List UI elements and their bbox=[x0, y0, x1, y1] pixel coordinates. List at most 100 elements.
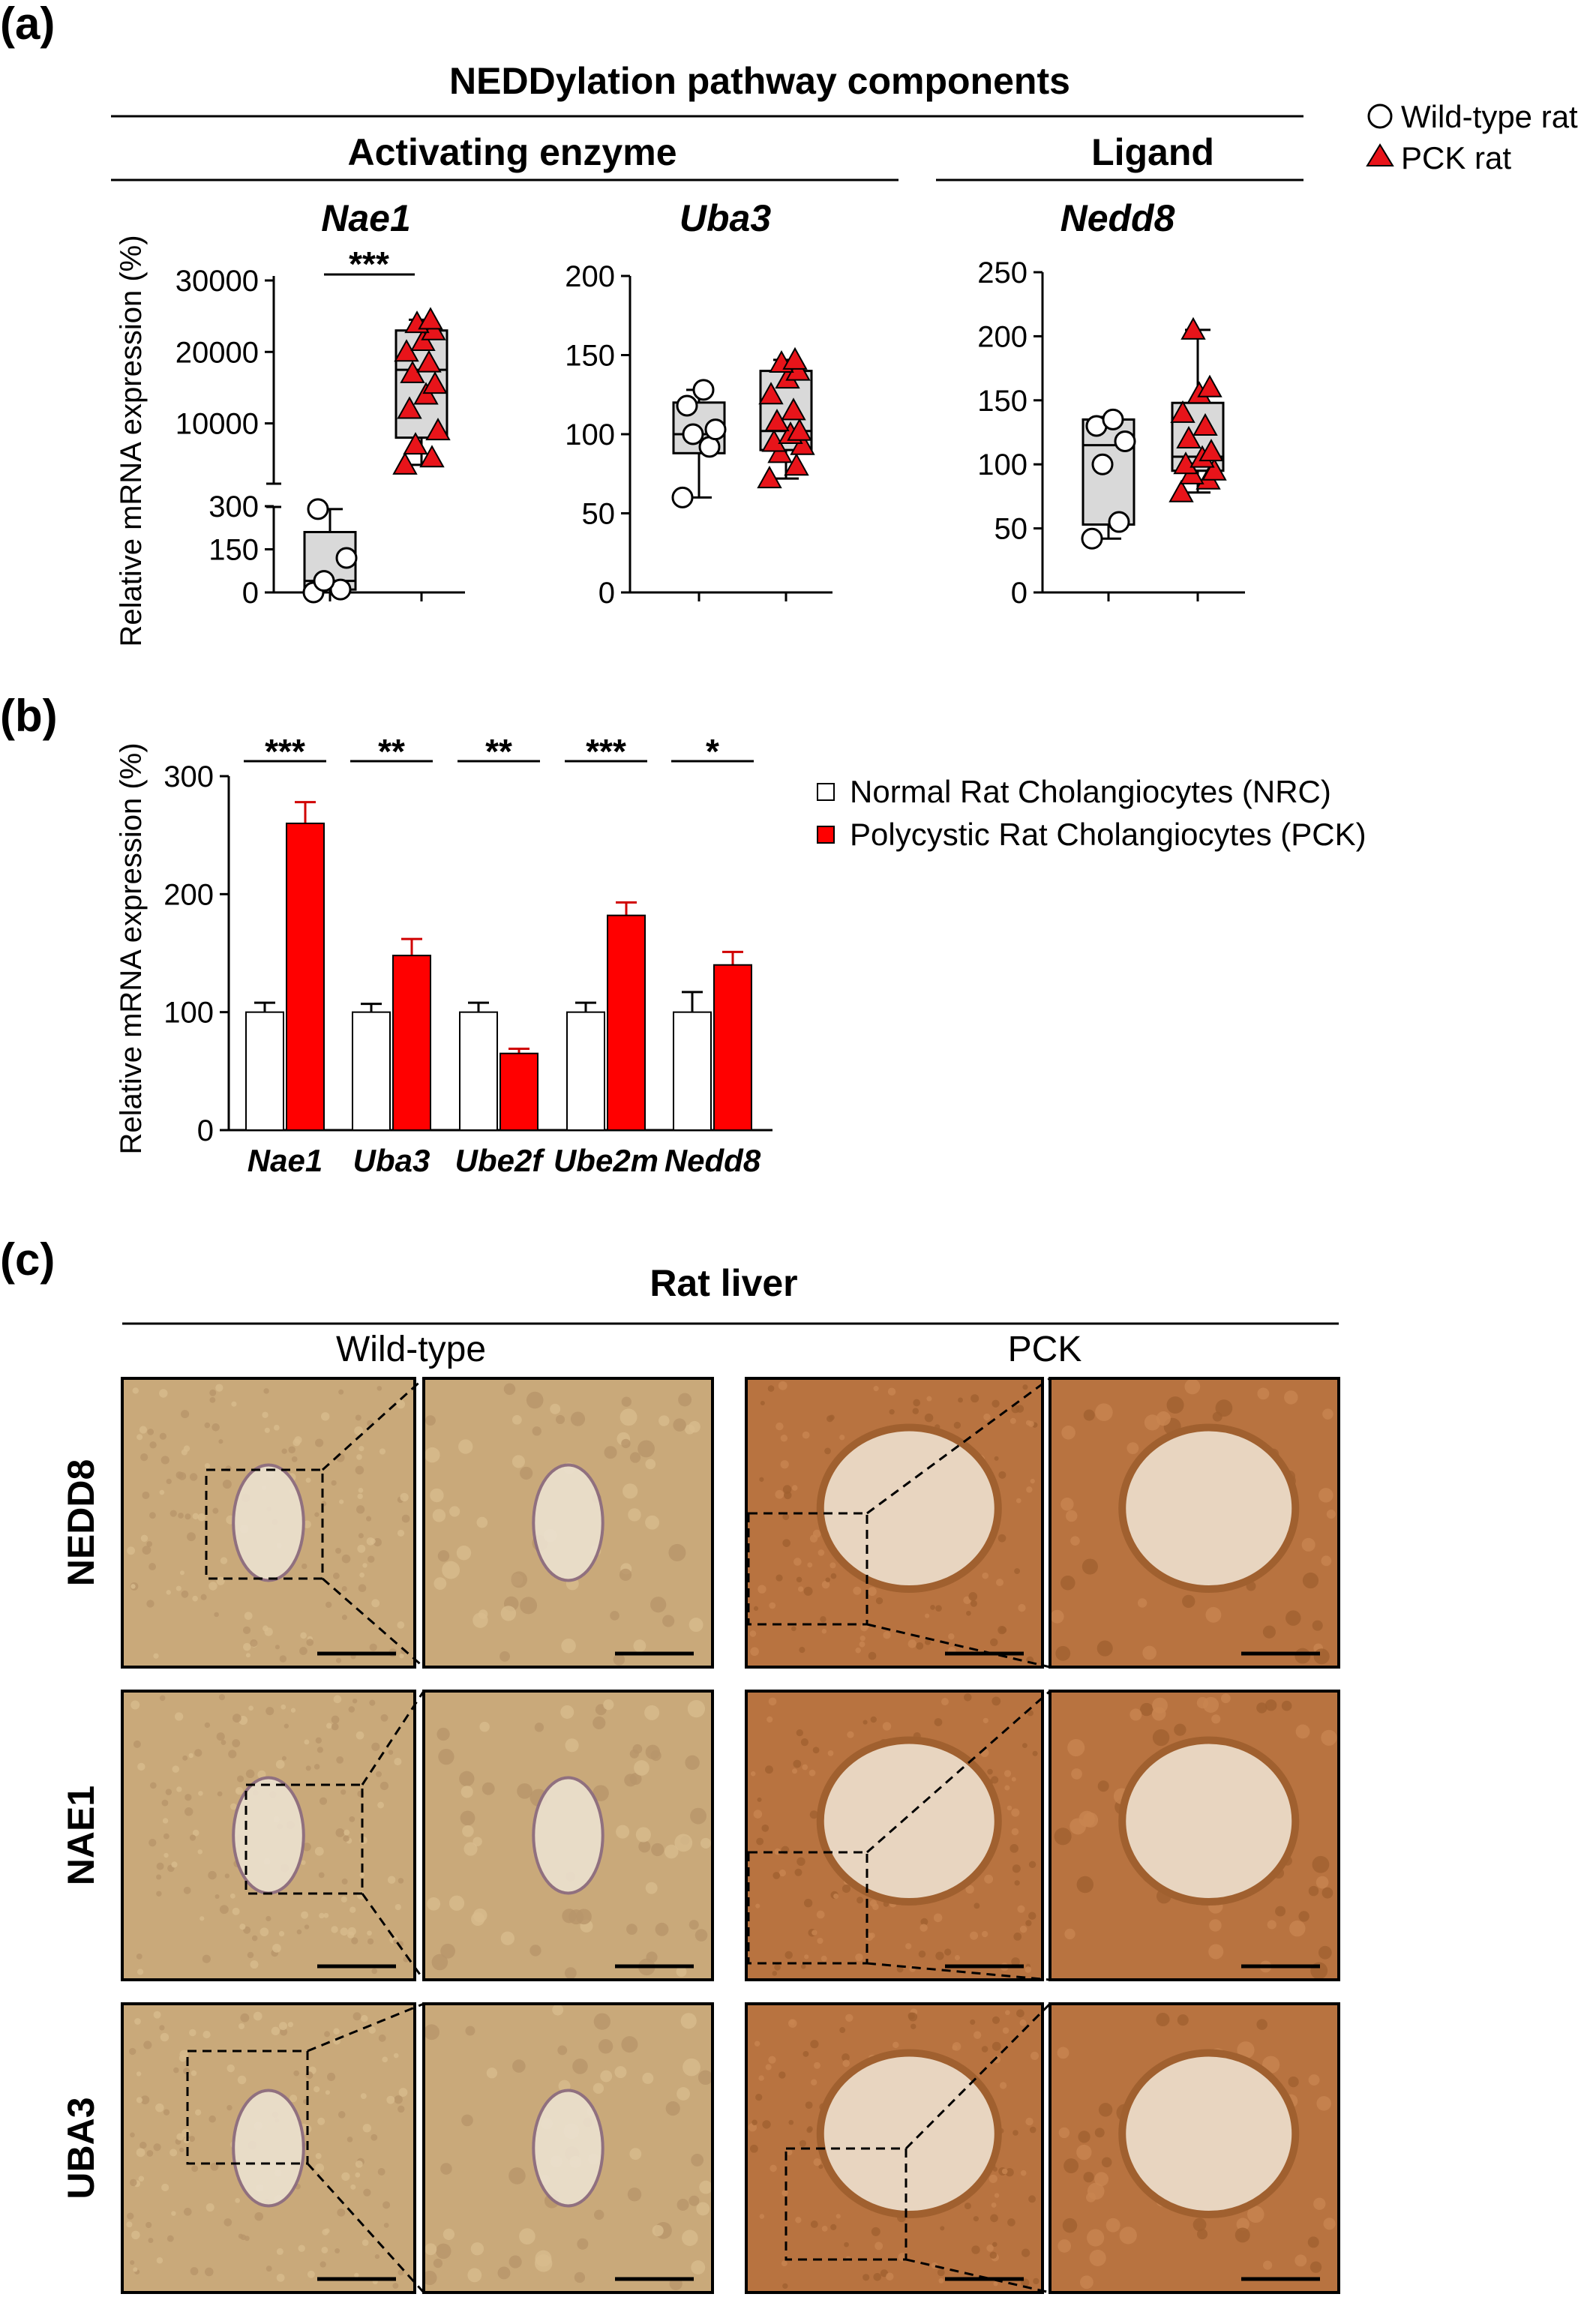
cell-nucleus bbox=[799, 2140, 806, 2147]
cell-nucleus bbox=[204, 1722, 211, 1729]
cell-nucleus bbox=[302, 1563, 308, 1570]
cell-nucleus bbox=[772, 1971, 778, 1976]
cell-nucleus bbox=[368, 1555, 375, 1563]
cell-nucleus bbox=[136, 1969, 144, 1975]
cell-nucleus bbox=[361, 2014, 368, 2023]
cell-nucleus bbox=[552, 2004, 564, 2016]
cell-nucleus bbox=[137, 1762, 146, 1771]
cell-nucleus bbox=[314, 1846, 324, 1856]
cell-nucleus bbox=[266, 1707, 274, 1716]
cell-nucleus bbox=[307, 2270, 315, 2278]
inset-connector bbox=[866, 1962, 1051, 1981]
cell-nucleus bbox=[799, 1647, 806, 1654]
cell-nucleus bbox=[346, 2137, 353, 2143]
cell-nucleus bbox=[1301, 1537, 1316, 1552]
cell-nucleus bbox=[820, 1616, 826, 1623]
cell-nucleus bbox=[859, 1641, 866, 1648]
cell-nucleus bbox=[782, 1539, 790, 1547]
cell-nucleus bbox=[206, 2203, 214, 2212]
cell-nucleus bbox=[882, 1722, 892, 1731]
cell-nucleus bbox=[355, 1465, 364, 1475]
cell-nucleus bbox=[278, 2022, 287, 2031]
cell-nucleus bbox=[1137, 1598, 1148, 1608]
cell-nucleus bbox=[616, 1825, 630, 1839]
cell-nucleus bbox=[337, 2208, 346, 2217]
cell-nucleus bbox=[756, 1837, 764, 1846]
cell-nucleus bbox=[358, 1446, 364, 1452]
cell-nucleus bbox=[146, 2150, 154, 2157]
cell-nucleus bbox=[292, 1438, 301, 1447]
cell-nucleus bbox=[153, 2011, 161, 2019]
cell-nucleus bbox=[753, 1606, 759, 1611]
cell-nucleus bbox=[691, 2260, 706, 2275]
cell-nucleus bbox=[800, 1738, 808, 1747]
cell-nucleus bbox=[761, 1824, 770, 1832]
cell-nucleus bbox=[1184, 1378, 1201, 1395]
cell-nucleus bbox=[148, 1512, 156, 1519]
bar-category-label: Nae1 bbox=[248, 1143, 322, 1178]
cell-nucleus bbox=[316, 1747, 323, 1753]
panel-a-label: (a) bbox=[0, 0, 55, 49]
cell-nucleus bbox=[561, 1638, 576, 1654]
cell-nucleus bbox=[844, 2242, 849, 2248]
cell-nucleus bbox=[682, 2058, 700, 2077]
cell-nucleus bbox=[134, 2018, 141, 2025]
cell-nucleus bbox=[200, 1594, 207, 1600]
cell-nucleus bbox=[398, 2105, 405, 2113]
cell-nucleus bbox=[394, 2095, 403, 2104]
cell-nucleus bbox=[1094, 2172, 1109, 2187]
cell-nucleus bbox=[1209, 1919, 1222, 1932]
cell-nucleus bbox=[366, 1516, 372, 1522]
cell-nucleus bbox=[162, 1818, 169, 1824]
cell-nucleus bbox=[153, 1653, 159, 1659]
cell-nucleus bbox=[340, 1896, 347, 1903]
cell-nucleus bbox=[682, 2230, 698, 2246]
cell-nucleus bbox=[181, 1449, 188, 1456]
cell-nucleus bbox=[237, 2075, 247, 2085]
cell-nucleus bbox=[970, 1600, 977, 1607]
cell-nucleus bbox=[133, 2267, 138, 2272]
cell-nucleus bbox=[240, 2013, 250, 2023]
cell-nucleus bbox=[557, 2045, 568, 2056]
inset-connector bbox=[905, 2258, 1051, 2294]
cell-nucleus bbox=[685, 1755, 700, 1771]
cell-nucleus bbox=[994, 1456, 999, 1461]
cell-nucleus bbox=[183, 2208, 192, 2216]
cell-nucleus bbox=[220, 1557, 228, 1564]
cell-nucleus bbox=[472, 1612, 488, 1628]
cell-nucleus bbox=[508, 2255, 522, 2269]
inset-connector bbox=[866, 1623, 1051, 1669]
cell-nucleus bbox=[676, 2198, 689, 2211]
cell-nucleus bbox=[920, 1924, 928, 1932]
cell-nucleus bbox=[1014, 1880, 1020, 1886]
cell-nucleus bbox=[238, 2023, 244, 2029]
cell-nucleus bbox=[1096, 1640, 1113, 1657]
cell-nucleus bbox=[821, 1580, 830, 1589]
cell-nucleus bbox=[149, 1441, 157, 1449]
cell-nucleus bbox=[1004, 1785, 1010, 1791]
cell-nucleus bbox=[700, 1837, 712, 1849]
cell-nucleus bbox=[382, 2056, 388, 2063]
nae1-tick-label: 10000 bbox=[176, 408, 259, 441]
cell-nucleus bbox=[1067, 1738, 1085, 1757]
cell-nucleus bbox=[189, 2029, 196, 2037]
cell-nucleus bbox=[1307, 2236, 1319, 2248]
cell-nucleus bbox=[804, 1954, 809, 1960]
cell-nucleus bbox=[188, 1753, 194, 1759]
cell-nucleus bbox=[486, 2068, 498, 2079]
uba3-tick-label: 200 bbox=[565, 260, 615, 293]
cell-nucleus bbox=[809, 1810, 818, 1819]
bar-pck bbox=[286, 822, 325, 1132]
bar-nrc bbox=[566, 1011, 605, 1131]
cell-nucleus bbox=[1028, 1912, 1036, 1920]
nae1-pck-point bbox=[422, 371, 448, 394]
cell-nucleus bbox=[460, 1810, 476, 1826]
cell-nucleus bbox=[550, 1403, 561, 1414]
cell-nucleus bbox=[192, 1513, 200, 1520]
cell-nucleus bbox=[781, 2260, 788, 2267]
nedd8-tick-label: 0 bbox=[1011, 577, 1028, 610]
uba3-wildtype-point bbox=[692, 379, 715, 401]
cell-nucleus bbox=[806, 2127, 812, 2134]
cell-nucleus bbox=[1205, 1606, 1222, 1623]
cell-nucleus bbox=[886, 2272, 894, 2281]
